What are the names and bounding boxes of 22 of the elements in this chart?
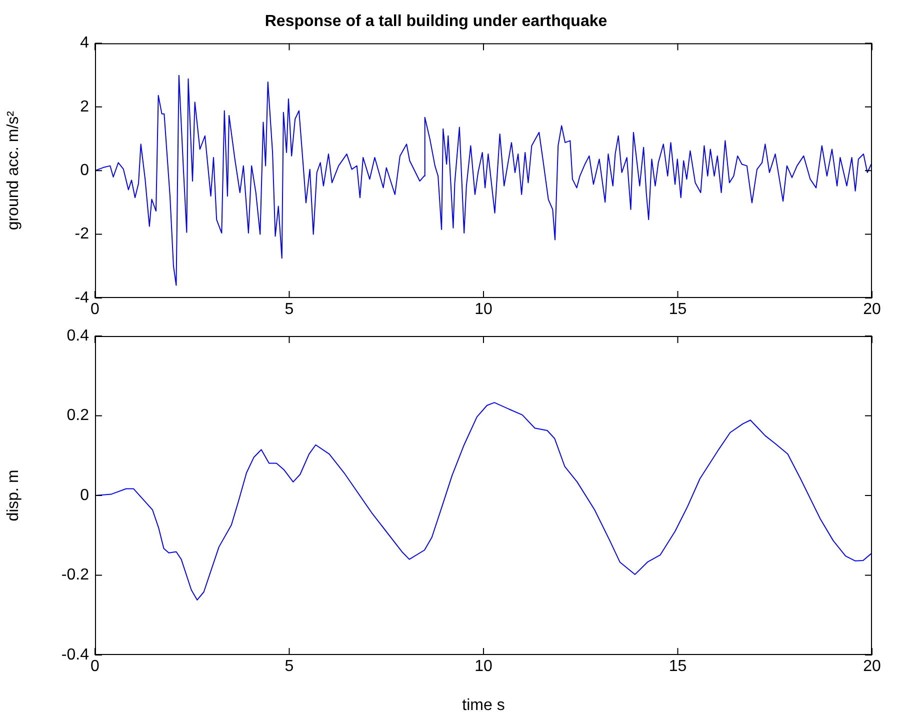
y-tick-label: -0.4 xyxy=(61,646,90,664)
x-tick-label: 15 xyxy=(668,301,687,318)
y-tick-label: 0 xyxy=(80,162,90,180)
y-tick-label: 0.2 xyxy=(66,407,90,424)
y-tick-label: -4 xyxy=(74,289,90,306)
x-tick-label: 20 xyxy=(863,301,881,318)
x-tick-label: 15 xyxy=(668,658,687,676)
x-tick-label: 5 xyxy=(284,301,294,318)
y-tick-label: 0.4 xyxy=(66,327,90,344)
y-tick-label: 0 xyxy=(80,486,90,504)
chart-title: Response of a tall building under earthquake xyxy=(264,13,608,30)
y-tick-label: 2 xyxy=(80,98,90,116)
x-tick-label: 10 xyxy=(474,301,492,318)
y-tick-label: -0.2 xyxy=(61,566,90,584)
x-tick-label: 20 xyxy=(863,658,881,676)
x-axis-title: time s xyxy=(462,696,505,714)
y-axis-title: disp. m xyxy=(5,470,22,522)
x-tick-label: 5 xyxy=(284,658,294,676)
y-axis-title: ground acc. m/s² xyxy=(5,110,22,230)
y-tick-label: 4 xyxy=(80,34,90,52)
x-tick-label: 10 xyxy=(474,658,492,676)
y-tick-label: -2 xyxy=(74,226,90,243)
